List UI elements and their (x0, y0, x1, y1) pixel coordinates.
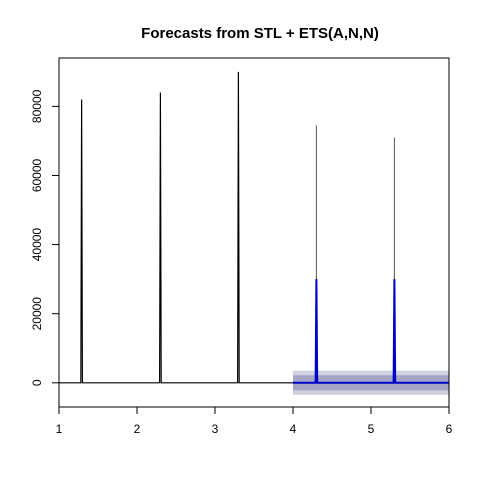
y-tick-label: 80000 (30, 89, 44, 123)
series-line-observed (59, 71, 293, 384)
y-tick-label: 40000 (30, 228, 44, 262)
x-tick-label: 4 (290, 422, 297, 436)
x-tick-label: 2 (134, 422, 141, 436)
x-tick-label: 1 (56, 422, 63, 436)
y-tick-label: 60000 (30, 158, 44, 192)
series-line-forecast (293, 279, 449, 384)
x-tick-label: 5 (368, 422, 375, 436)
x-tick-label: 3 (212, 422, 219, 436)
plot-frame (58, 57, 450, 408)
chart-title: Forecasts from STL + ETS(A,N,N) (141, 25, 379, 42)
y-tick-label: 20000 (30, 297, 44, 331)
x-tick-label: 6 (446, 422, 453, 436)
y-tick-label: 0 (30, 379, 44, 386)
